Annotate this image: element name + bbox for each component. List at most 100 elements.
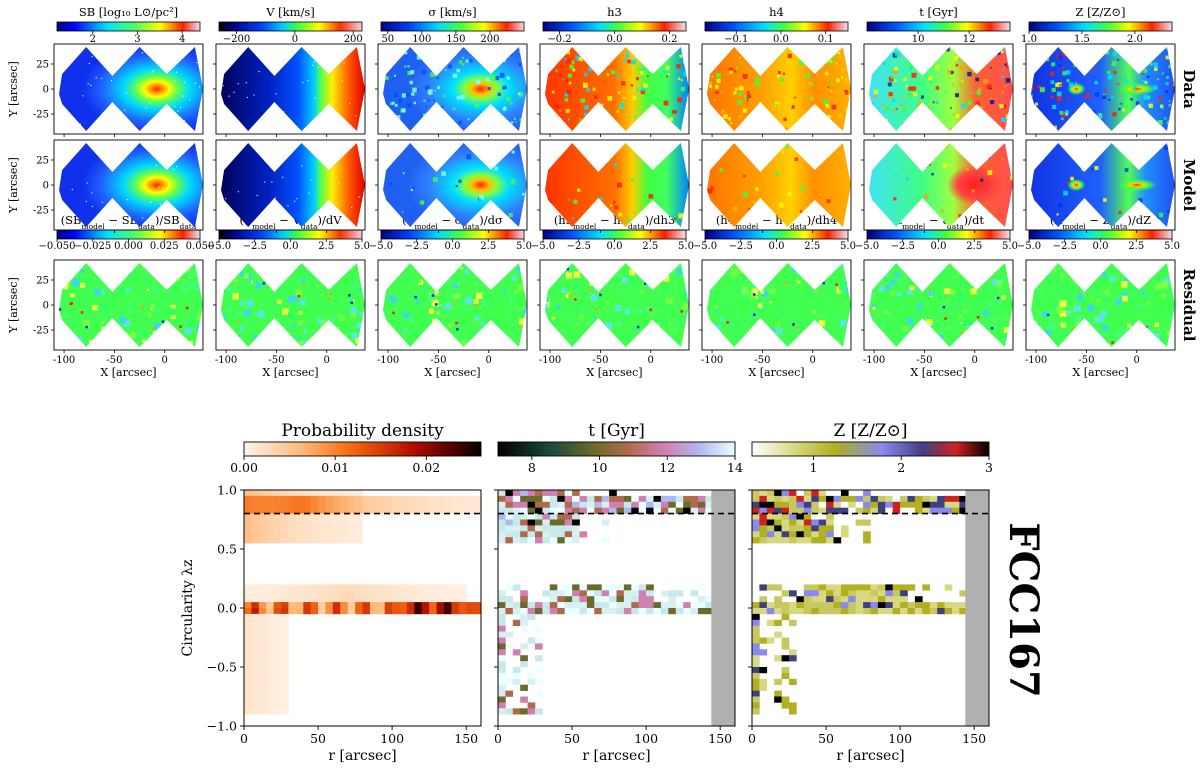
orbit-cell [870,507,879,514]
map-bin [977,125,982,129]
residual-bin [743,283,746,286]
orbit-cell [572,495,580,503]
map-bin [707,125,711,130]
orbit-cell [616,495,625,503]
residual-bin [559,266,563,270]
map-bin [391,101,395,105]
orbit-cell [498,513,506,520]
orbit-cell [451,495,460,503]
residual-bin [797,280,801,284]
map-bin [1039,124,1043,128]
orbit-cell [660,608,669,615]
orbit-cell [609,490,617,497]
map-bin [976,55,981,59]
residual-bin [917,310,920,313]
orbit-cell [803,602,812,609]
map-bin [825,104,830,108]
orbit-cell [266,584,274,591]
map-bin [586,125,589,127]
orbit-cell [870,584,879,591]
orbit-cell [542,513,551,520]
map-bin [630,44,632,46]
map-bin [880,120,883,123]
map-bin [1000,50,1004,54]
residual-bin [944,288,951,294]
residual-bin [110,280,115,285]
orbit-cell [586,501,595,508]
map-bin [826,115,831,120]
residual-bin [603,265,611,273]
orbit-colorbar-density [243,441,482,457]
residual-bin [434,269,442,277]
residual-bin [890,291,895,296]
map-bin [389,182,394,187]
orbit-cell [399,495,408,503]
map-bin [391,122,396,127]
residual-bin [556,335,563,341]
orbit-cell [616,596,625,603]
orbit-cell [303,596,311,603]
map-bin [302,82,304,84]
residual-bin [720,343,723,346]
residual-bin [518,305,524,312]
map-bin [715,73,721,78]
orbit-cell [505,602,514,609]
map-bin [762,128,767,131]
residual-bin [151,285,158,292]
map-bin [1072,211,1076,215]
residual-bin [735,319,739,323]
orbit-cell [833,590,842,597]
map-bin [1007,56,1013,62]
map-bin [680,86,685,92]
y-tick-label: 25 [36,276,49,287]
orbit-cell [811,495,819,503]
orbit-cell [310,519,319,526]
orbit-cell [675,501,684,508]
map-bin [746,94,751,99]
residual-bin [503,289,507,293]
map-bin [794,96,796,99]
residual-bin [461,339,468,346]
residual-bin [515,263,520,265]
map-bin [869,60,873,65]
orbit-cell [310,584,319,591]
map-bin [831,133,834,136]
residual-bin [619,277,624,282]
orbit-colorbar-tick-age: 14 [727,460,743,475]
map-bin [738,114,742,118]
orbit-cell [527,708,536,715]
orbit-cell [811,608,819,615]
residual-bin [244,309,251,317]
residual-bin [59,269,62,277]
orbit-cell [436,507,445,514]
residual-bin [1059,310,1067,317]
orbit-cell [564,501,573,508]
orbit-cell [549,596,558,603]
map-bin [720,90,723,93]
orbit-cell [863,501,871,508]
orbit-cell [295,519,304,526]
map-bin [124,109,126,111]
orbit-cell [458,584,467,591]
map-bin [610,204,613,207]
map-bin [980,178,984,182]
residual-bin [474,282,478,287]
orbit-cell [774,507,782,514]
map-bin [911,72,917,78]
y-axis-label: Y [arcsec] [7,277,20,334]
orbit-cell [826,531,834,538]
orbit-cell [848,590,856,597]
map-bin [1141,49,1146,54]
map-bin [341,80,343,82]
residual-bin [138,332,145,339]
orbit-y-tick-label: −1.0 [207,719,237,734]
map-bin [917,113,921,117]
map-bin [751,121,756,126]
orbit-cell [789,501,797,508]
map-bin [1129,129,1134,131]
map-bin [540,103,542,105]
residual-colorbar-tick-v: 0.0 [283,241,299,252]
residual-bin [902,266,907,270]
orbit-cell [258,690,267,697]
orbit-cell [421,495,430,503]
